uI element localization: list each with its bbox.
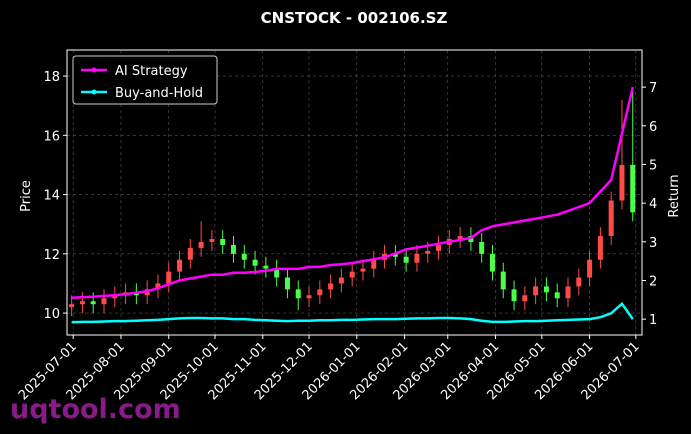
- candle-body: [414, 253, 420, 263]
- candle-body: [306, 295, 312, 299]
- candle-body: [403, 256, 409, 263]
- candle-body: [338, 277, 344, 284]
- candle-body: [155, 283, 161, 290]
- y-axis-label: Price: [19, 180, 34, 212]
- candle-body: [349, 271, 355, 278]
- candle-body: [597, 236, 603, 260]
- candle-body: [436, 244, 442, 251]
- candle-body: [608, 200, 614, 237]
- candle-body: [252, 259, 258, 266]
- legend-label: Buy-and-Hold: [115, 86, 203, 101]
- series-line: [71, 86, 635, 300]
- candle-body: [392, 253, 398, 257]
- y-tick-label: 16: [43, 129, 60, 144]
- y2-tick-label: 1: [649, 313, 657, 328]
- candle-body: [230, 244, 236, 254]
- y-tick-label: 14: [43, 189, 60, 204]
- candle-body: [101, 298, 107, 305]
- candle-body: [284, 277, 290, 290]
- candle-body: [522, 295, 528, 302]
- candle-body: [543, 286, 549, 293]
- legend-marker: [91, 89, 97, 95]
- candle-body: [79, 301, 85, 305]
- candle-body: [425, 250, 431, 254]
- candle-body: [177, 259, 183, 272]
- candle-body: [533, 286, 539, 296]
- candle-body: [198, 241, 204, 248]
- candle-body: [187, 247, 193, 260]
- y-tick-label: 12: [43, 248, 60, 263]
- y2-tick-label: 4: [649, 197, 657, 212]
- y-tick-label: 10: [43, 307, 60, 322]
- y2-tick-label: 6: [649, 120, 657, 135]
- candle-body: [457, 236, 463, 240]
- legend-marker: [91, 67, 97, 73]
- candle-body: [511, 289, 517, 302]
- candle-body: [90, 301, 96, 305]
- y2-tick-label: 5: [649, 158, 657, 173]
- candle-body: [274, 268, 280, 278]
- chart-title: CNSTOCK - 002106.SZ: [261, 9, 448, 27]
- candle-body: [360, 268, 366, 272]
- candle-body: [489, 253, 495, 272]
- candle-body: [328, 283, 334, 290]
- plot-frame: [66, 49, 643, 336]
- candle-body: [565, 286, 571, 299]
- candle-body: [479, 241, 485, 254]
- y2-axis-label: Return: [667, 174, 682, 217]
- y-tick-label: 18: [43, 70, 60, 85]
- legend-label: AI Strategy: [115, 64, 188, 79]
- candle-body: [554, 292, 560, 299]
- candle-body: [630, 164, 636, 213]
- candle-body: [576, 277, 582, 287]
- candle-body: [500, 271, 506, 290]
- candle-body: [241, 253, 247, 260]
- y2-tick-label: 7: [649, 81, 657, 96]
- candle-body: [69, 304, 75, 308]
- candle-body: [112, 295, 118, 299]
- y2-tick-label: 3: [649, 236, 657, 251]
- candle-body: [619, 164, 625, 201]
- y2-tick-label: 2: [649, 274, 657, 289]
- legend-box: [72, 55, 218, 105]
- candle-body: [263, 265, 269, 269]
- candle-body: [220, 239, 226, 245]
- watermark: uqtool.com: [10, 394, 181, 425]
- candle-body: [209, 239, 215, 242]
- candle-body: [295, 289, 301, 299]
- candle-body: [317, 289, 323, 296]
- candle-body: [166, 271, 172, 284]
- candle-body: [371, 259, 377, 269]
- candle-body: [587, 259, 593, 278]
- series-line: [71, 301, 634, 324]
